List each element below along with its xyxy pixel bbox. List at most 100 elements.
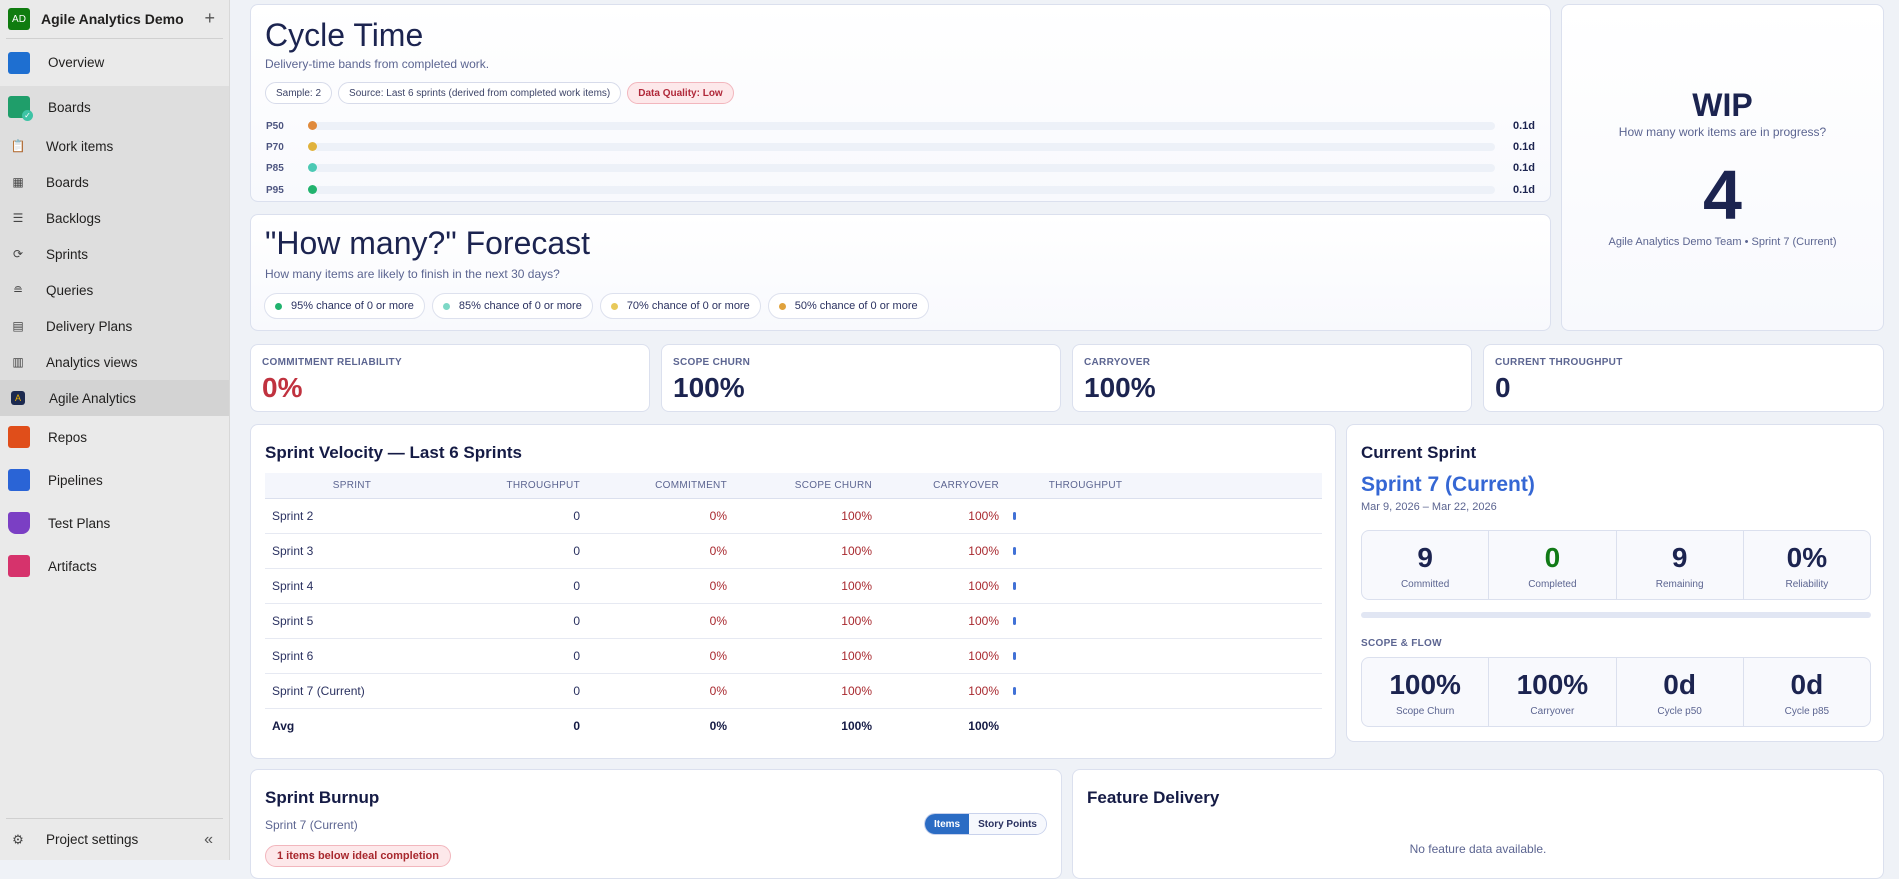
sprint-velocity-card: Sprint Velocity — Last 6 Sprints SPRINT … (250, 424, 1336, 759)
band-value: 0.1d (1512, 184, 1535, 196)
collapse-sidebar-icon[interactable]: « (204, 830, 213, 848)
cell-carryover: 100% (872, 533, 999, 569)
sidebar-item-sprints[interactable]: ⟳ Sprints (0, 236, 229, 272)
sidebar-item-delivery-plans[interactable]: ▤ Delivery Plans (0, 308, 229, 344)
burnup-alert: 1 items below ideal completion (265, 845, 451, 867)
feature-delivery-card: Feature Delivery No feature data availab… (1072, 769, 1884, 879)
current-sprint-title: Current Sprint (1361, 443, 1477, 462)
dot-icon (778, 302, 786, 310)
sidebar-item-boards-sub[interactable]: ▦ Boards (0, 164, 229, 200)
col-header: SPRINT (265, 473, 439, 499)
cell-carryover: 100% (872, 707, 999, 743)
forecast-card: "How many?" Forecast How many items are … (250, 214, 1551, 331)
sidebar-item-repos[interactable]: Repos (0, 416, 229, 458)
stat-label: Carryover (1530, 706, 1575, 717)
boards-grid-icon: ▦ (12, 175, 24, 189)
table-row-avg: Avg 0 0% 100% 100% (265, 707, 1322, 743)
forecast-pill-label: 50% chance of 0 or more (794, 300, 918, 312)
cycle-time-subtitle: Delivery-time bands from completed work. (265, 57, 490, 71)
toggle-story-points[interactable]: Story Points (969, 814, 1046, 834)
kpi-current-throughput: CURRENT THROUGHPUT 0 (1483, 344, 1884, 412)
forecast-subtitle: How many items are likely to finish in t… (265, 267, 560, 281)
sidebar-item-label: Overview (48, 55, 105, 70)
toggle-items[interactable]: Items (924, 814, 970, 834)
cell-churn: 100% (727, 498, 872, 534)
feature-empty-state: No feature data available. (1409, 842, 1547, 856)
stat-label: Completed (1528, 579, 1577, 590)
forecast-title: "How many?" Forecast (265, 225, 591, 261)
band-dot (308, 185, 317, 194)
forecast-pill-label: 70% chance of 0 or more (626, 300, 750, 312)
table-row: Sprint 4 0 0% 100% 100% (265, 568, 1322, 604)
sprint-name[interactable]: Sprint 7 (Current) (1361, 473, 1535, 496)
cell-throughput: 0 (439, 638, 580, 674)
data-quality-badge: Data Quality: Low (627, 82, 734, 104)
sprints-icon: ⟳ (12, 247, 24, 261)
sidebar-item-backlogs[interactable]: ☰ Backlogs (0, 200, 229, 236)
sidebar-item-boards[interactable]: ✓ Boards (0, 86, 229, 128)
delivery-plans-icon: ▤ (12, 319, 24, 333)
kpi-commitment-reliability: COMMITMENT RELIABILITY 0% (250, 344, 650, 412)
band-label: P70 (266, 141, 284, 153)
sidebar-item-analytics-views[interactable]: ▥ Analytics views (0, 344, 229, 380)
sidebar-item-queries[interactable]: ≘ Queries (0, 272, 229, 308)
sidebar-item-label: Boards (48, 99, 91, 115)
stat-completed: 0 Completed (1489, 531, 1617, 599)
stat-scope-churn: 100% Scope Churn (1362, 658, 1490, 726)
add-icon[interactable]: + (204, 8, 215, 28)
sprint-progress-bar (1361, 612, 1871, 618)
sprint-stats: 9 Committed 0 Completed 9 Remaining 0% Relia… (1361, 530, 1871, 600)
stat-reliability: 0% Reliability (1744, 531, 1870, 599)
dot-icon (275, 302, 282, 310)
cell-carryover: 100% (872, 498, 999, 534)
band-p70: P70 0.1d (266, 140, 1535, 154)
sidebar-item-work-items[interactable]: 📋 Work items (0, 128, 229, 164)
band-dot (308, 121, 317, 130)
cell-throughput: 0 (439, 533, 580, 569)
band-dot (308, 163, 317, 172)
sidebar-item-pipelines[interactable]: Pipelines (0, 458, 229, 502)
sidebar-item-test-plans[interactable]: Test Plans (0, 502, 229, 544)
band-label: P85 (266, 162, 284, 174)
velocity-table: SPRINT THROUGHPUT COMMITMENT SCOPE CHURN… (265, 473, 1322, 743)
project-settings-link[interactable]: ⚙ Project settings « (0, 819, 229, 860)
cell-commitment: 0% (580, 707, 727, 743)
cell-churn: 100% (727, 673, 872, 709)
cell-commitment: 0% (580, 533, 727, 569)
project-header[interactable]: AD Agile Analytics Demo + (0, 0, 229, 38)
project-settings-label: Project settings (46, 832, 139, 847)
sidebar-item-label: Delivery Plans (46, 318, 133, 334)
kpi-value: 100% (673, 372, 745, 403)
overview-icon (8, 51, 30, 74)
band-p50: P50 0.1d (266, 119, 1535, 133)
cell-carryover: 100% (872, 638, 999, 674)
cell-commitment: 0% (580, 568, 727, 604)
project-avatar: AD (8, 8, 30, 30)
wip-value: 4 (1703, 156, 1742, 234)
forecast-pill-85: 85% chance of 0 or more (431, 293, 593, 319)
cell-churn: 100% (727, 568, 872, 604)
wip-card: WIP How many work items are in progress?… (1561, 4, 1884, 331)
table-row: Sprint 6 0 0% 100% 100% (265, 638, 1322, 674)
sidebar-item-label: Test Plans (48, 515, 111, 531)
stat-carryover: 100% Carryover (1489, 658, 1617, 726)
band-dot (308, 142, 317, 151)
cell-throughput: 0 (439, 568, 580, 604)
project-name[interactable]: Agile Analytics Demo (41, 11, 184, 27)
sidebar-item-label: Repos (48, 429, 88, 445)
wip-question: How many work items are in progress? (1618, 125, 1827, 139)
velocity-title: Sprint Velocity — Last 6 Sprints (265, 443, 522, 462)
sidebar-item-artifacts[interactable]: Artifacts (0, 544, 229, 588)
kpi-value: 0% (262, 372, 303, 403)
sidebar-item-overview[interactable]: Overview (0, 39, 229, 86)
cycle-time-title: Cycle Time (265, 17, 424, 53)
stat-value: 0d (1663, 669, 1696, 700)
agile-analytics-icon: A (11, 391, 25, 405)
sidebar-item-agile-analytics[interactable]: A Agile Analytics (0, 380, 229, 416)
sidebar-item-label: Artifacts (48, 558, 97, 574)
burnup-sprint: Sprint 7 (Current) (265, 818, 358, 832)
stat-label: Cycle p50 (1657, 706, 1702, 717)
throughput-bar (1013, 511, 1016, 520)
cell-sprint: Sprint 6 (265, 638, 439, 674)
burnup-title: Sprint Burnup (265, 788, 380, 807)
